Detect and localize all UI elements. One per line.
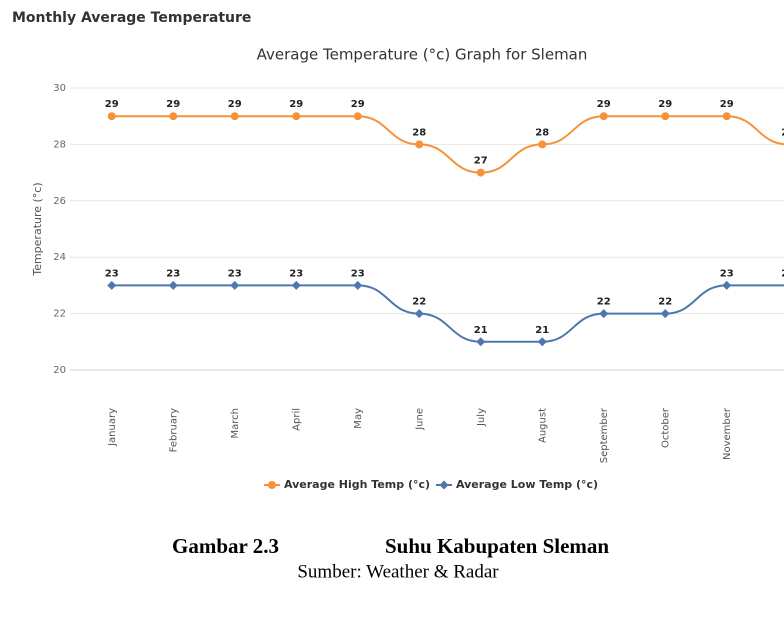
point-marker (599, 309, 609, 319)
caption-title: Suhu Kabupaten Sleman (385, 534, 609, 558)
point-marker (538, 140, 547, 149)
caption-label: Gambar 2.3 (172, 534, 279, 558)
point-marker (537, 337, 547, 347)
legend-marker (439, 480, 449, 490)
x-tick-label: September (599, 407, 610, 463)
point-marker (660, 309, 670, 319)
point-marker (476, 337, 486, 347)
data-label: 29 (720, 99, 734, 110)
data-label: 22 (412, 297, 426, 308)
legend-marker (268, 481, 276, 489)
data-label: 28 (535, 127, 549, 138)
data-label: 29 (228, 99, 242, 110)
data-label: 23 (289, 268, 303, 279)
x-tick-label: October (660, 407, 671, 448)
legend-label: Average High Temp (°c) (284, 478, 430, 491)
point-marker (415, 140, 424, 149)
data-label: 23 (105, 268, 119, 279)
data-label: 29 (289, 99, 303, 110)
y-tick-label: 20 (53, 365, 66, 376)
point-marker (599, 112, 608, 121)
y-tick-label: 24 (53, 252, 66, 263)
point-marker (476, 168, 485, 177)
y-axis-label: Temperature (°c) (31, 182, 44, 276)
data-label: 29 (166, 99, 180, 110)
data-label: 29 (105, 99, 119, 110)
point-marker (107, 280, 117, 290)
page-header: Monthly Average Temperature (12, 10, 251, 26)
data-label: 29 (658, 99, 672, 110)
point-marker (230, 280, 240, 290)
x-tick-label: March (230, 408, 241, 438)
x-tick-label: February (168, 408, 179, 452)
x-tick-label: May (353, 408, 364, 429)
data-label: 22 (658, 297, 672, 308)
data-label: 29 (597, 99, 611, 110)
data-label: 28 (781, 127, 784, 138)
y-tick-label: 26 (53, 196, 66, 207)
point-marker (292, 112, 301, 121)
y-tick-label: 22 (53, 309, 66, 320)
data-label: 23 (720, 268, 734, 279)
point-marker (353, 280, 363, 290)
data-label: 22 (597, 297, 611, 308)
x-tick-label: August (537, 408, 548, 443)
data-label: 21 (535, 325, 549, 336)
caption-source: Sumber: Weather & Radar (297, 561, 499, 582)
data-label: 27 (474, 156, 488, 167)
data-label: 29 (351, 99, 365, 110)
y-tick-label: 30 (53, 83, 66, 94)
x-tick-label: July (476, 408, 487, 427)
y-tick-label: 28 (53, 139, 66, 150)
legend-label: Average Low Temp (°c) (456, 478, 598, 491)
point-marker (291, 280, 301, 290)
point-marker (168, 280, 178, 290)
chart-title: Average Temperature (°c) Graph for Slema… (257, 46, 588, 64)
point-marker (169, 112, 178, 121)
data-label: 28 (412, 127, 426, 138)
point-marker (230, 112, 239, 121)
point-marker (661, 112, 670, 121)
point-marker (722, 280, 732, 290)
data-label: 23 (228, 268, 242, 279)
point-marker (722, 112, 731, 121)
x-tick-label: November (722, 407, 733, 460)
data-label: 23 (781, 268, 784, 279)
data-label: 23 (166, 268, 180, 279)
data-label: 23 (351, 268, 365, 279)
x-tick-label: January (107, 408, 118, 447)
point-marker (414, 309, 424, 319)
point-marker (107, 112, 116, 121)
point-marker (353, 112, 362, 121)
x-tick-label: April (291, 408, 302, 431)
x-tick-label: June (414, 408, 425, 431)
data-label: 21 (474, 325, 488, 336)
